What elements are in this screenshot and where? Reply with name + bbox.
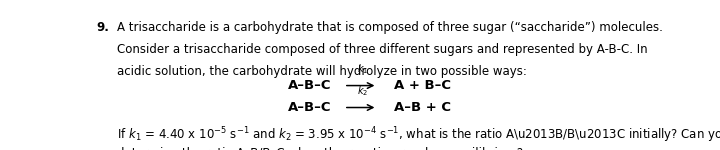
Text: $k_2$: $k_2$ <box>356 84 368 98</box>
Text: determine the ratio A–B/B–C when the reaction reaches equilibrium?: determine the ratio A–B/B–C when the rea… <box>117 147 523 150</box>
Text: A–B–C: A–B–C <box>288 79 332 92</box>
Text: A + B–C: A + B–C <box>394 79 451 92</box>
Text: Consider a trisaccharide composed of three different sugars and represented by A: Consider a trisaccharide composed of thr… <box>117 43 647 56</box>
Text: 9.: 9. <box>96 21 109 34</box>
Text: A–B + C: A–B + C <box>394 101 451 114</box>
Text: $k_1$: $k_1$ <box>356 62 368 76</box>
Text: acidic solution, the carbohydrate will hydrolyze in two possible ways:: acidic solution, the carbohydrate will h… <box>117 65 526 78</box>
Text: If $k_1$ = 4.40 x 10$^{-5}$ s$^{-1}$ and $k_2$ = 3.95 x 10$^{-4}$ s$^{-1}$, what: If $k_1$ = 4.40 x 10$^{-5}$ s$^{-1}$ and… <box>117 125 720 145</box>
Text: A trisaccharide is a carbohydrate that is composed of three sugar (“saccharide”): A trisaccharide is a carbohydrate that i… <box>117 21 662 34</box>
Text: A–B–C: A–B–C <box>288 101 332 114</box>
